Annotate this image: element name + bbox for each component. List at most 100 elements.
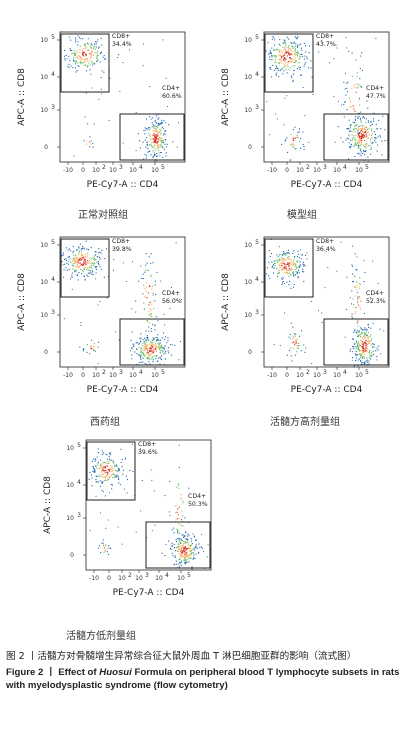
event-dot bbox=[296, 38, 298, 40]
event-dot bbox=[71, 288, 73, 290]
y-axis-title: APC-A :: CD8 bbox=[17, 68, 27, 126]
event-dot bbox=[353, 84, 355, 86]
event-dot bbox=[158, 348, 160, 350]
event-dot bbox=[295, 271, 297, 273]
event-dot bbox=[81, 255, 83, 257]
event-dot bbox=[154, 348, 156, 350]
event-dot bbox=[157, 130, 159, 132]
event-dot bbox=[105, 467, 107, 469]
event-dot bbox=[151, 138, 153, 140]
event-dot bbox=[79, 57, 81, 59]
event-dot bbox=[168, 352, 170, 354]
event-dot bbox=[283, 39, 285, 41]
event-dot bbox=[103, 476, 105, 478]
event-dot bbox=[188, 547, 190, 549]
event-dot bbox=[76, 265, 78, 267]
event-dot bbox=[273, 49, 275, 51]
event-dot bbox=[155, 345, 157, 347]
event-dot bbox=[362, 336, 364, 338]
plot-frame bbox=[59, 236, 186, 368]
event-dot bbox=[277, 68, 279, 70]
event-dot bbox=[161, 140, 163, 142]
event-dot bbox=[178, 523, 180, 525]
event-dot bbox=[95, 475, 97, 477]
event-dot bbox=[77, 261, 79, 263]
event-dot bbox=[297, 342, 299, 344]
event-dot bbox=[304, 351, 306, 353]
event-dot bbox=[300, 74, 302, 76]
event-dot bbox=[165, 336, 167, 338]
event-dot bbox=[109, 547, 111, 549]
event-dot bbox=[351, 359, 353, 361]
event-dot bbox=[289, 48, 291, 50]
event-dot bbox=[297, 50, 299, 52]
event-dot bbox=[80, 38, 82, 40]
event-dot bbox=[117, 470, 119, 472]
event-dot bbox=[165, 130, 167, 132]
event-dot bbox=[358, 139, 360, 141]
event-dot bbox=[193, 535, 195, 537]
event-dot bbox=[84, 265, 86, 267]
event-dot bbox=[290, 322, 292, 324]
event-dot bbox=[157, 339, 159, 341]
event-dot bbox=[361, 137, 363, 139]
event-dot bbox=[163, 313, 165, 315]
event-dot bbox=[181, 510, 183, 512]
event-dot bbox=[294, 137, 296, 139]
event-dot bbox=[100, 38, 102, 40]
event-dot bbox=[83, 52, 85, 54]
event-dot bbox=[287, 49, 289, 51]
event-dot bbox=[357, 127, 359, 129]
event-dot bbox=[364, 337, 366, 339]
event-dot bbox=[149, 301, 151, 303]
event-dot bbox=[151, 288, 153, 290]
event-dot bbox=[283, 260, 285, 262]
event-dot bbox=[73, 250, 75, 252]
event-dot bbox=[354, 118, 356, 120]
event-dot bbox=[158, 136, 160, 138]
event-dot bbox=[288, 269, 290, 271]
facs-plot-western-drug: CD8+ 39.8% CD4+ 56.0% 10 5 10 4 10 3 0 -10 0 10 2 10 3 10… bbox=[10, 225, 210, 425]
event-dot bbox=[145, 339, 147, 341]
event-dot bbox=[324, 287, 326, 289]
event-dot bbox=[175, 541, 177, 543]
event-dot bbox=[82, 47, 84, 49]
event-dot bbox=[375, 350, 377, 352]
event-dot bbox=[328, 62, 330, 64]
x-tick-exponent: 3 bbox=[323, 369, 327, 376]
event-dot bbox=[66, 269, 68, 271]
event-dot bbox=[94, 41, 96, 43]
event-dot bbox=[275, 68, 277, 70]
event-dot bbox=[195, 553, 197, 555]
event-dot bbox=[364, 271, 366, 273]
event-dot bbox=[286, 268, 288, 270]
event-dot bbox=[152, 351, 154, 353]
event-dot bbox=[366, 129, 368, 131]
event-dot bbox=[178, 359, 180, 361]
event-dot bbox=[95, 251, 97, 253]
x-tick-exponent: 2 bbox=[306, 369, 310, 376]
event-dot bbox=[364, 333, 366, 335]
event-dot bbox=[359, 145, 361, 147]
event-dot bbox=[185, 546, 187, 548]
event-dot bbox=[188, 544, 190, 546]
event-dot bbox=[292, 271, 294, 273]
event-dot bbox=[182, 534, 184, 536]
event-dot bbox=[287, 62, 289, 64]
event-dot bbox=[288, 60, 290, 62]
event-dot bbox=[112, 468, 114, 470]
event-dot bbox=[144, 346, 146, 348]
event-dot bbox=[173, 547, 175, 549]
event-dot bbox=[115, 331, 117, 333]
event-dot bbox=[151, 346, 153, 348]
event-dot bbox=[195, 539, 197, 541]
event-dot bbox=[99, 545, 101, 547]
event-dot bbox=[361, 354, 363, 356]
event-dot bbox=[152, 361, 154, 363]
event-dot bbox=[281, 52, 283, 54]
event-dot bbox=[136, 353, 138, 355]
event-dot bbox=[145, 295, 147, 297]
event-dot bbox=[152, 135, 154, 137]
event-dot bbox=[359, 306, 361, 308]
event-dot bbox=[138, 354, 140, 356]
